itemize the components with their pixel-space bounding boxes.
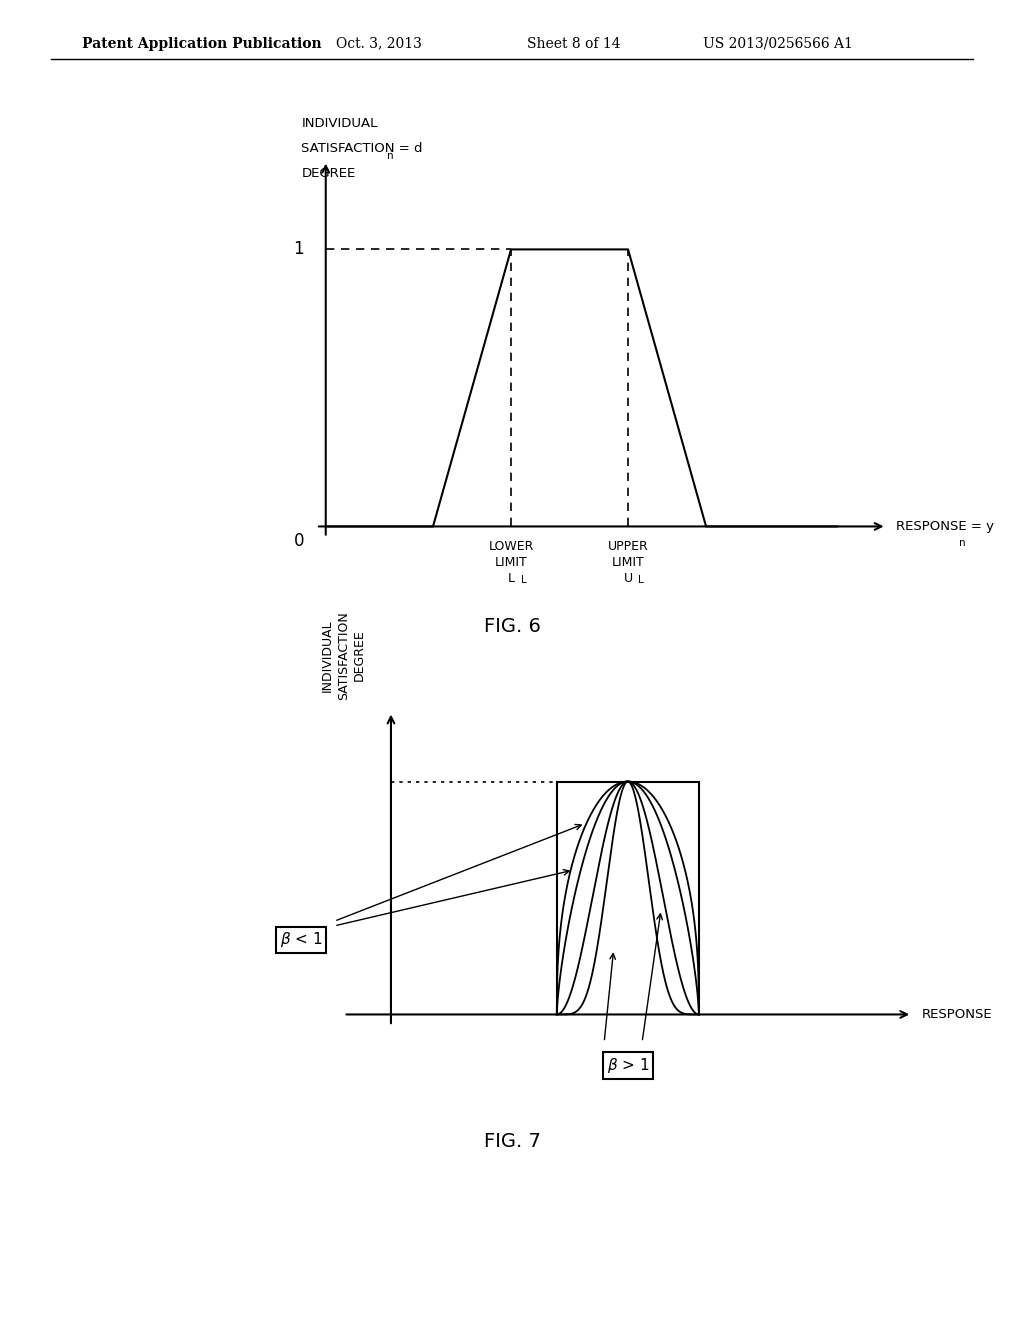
Text: INDIVIDUAL
SATISFACTION
DEGREE: INDIVIDUAL SATISFACTION DEGREE [322, 611, 366, 700]
Text: DEGREE: DEGREE [301, 168, 355, 180]
Text: $\beta$ < 1: $\beta$ < 1 [280, 931, 323, 949]
Text: US 2013/0256566 A1: US 2013/0256566 A1 [703, 37, 853, 50]
Text: UPPER
LIMIT
U: UPPER LIMIT U [607, 540, 648, 585]
Text: Patent Application Publication: Patent Application Publication [82, 37, 322, 50]
Text: Sheet 8 of 14: Sheet 8 of 14 [526, 37, 621, 50]
Text: FIG. 6: FIG. 6 [483, 618, 541, 636]
Text: n: n [958, 539, 966, 548]
Text: L: L [638, 576, 643, 585]
Text: 1: 1 [294, 240, 304, 259]
Text: RESPONSE = y: RESPONSE = y [896, 520, 994, 533]
Text: L: L [521, 576, 526, 585]
Text: SATISFACTION = d: SATISFACTION = d [301, 143, 423, 156]
Text: 0: 0 [294, 532, 304, 550]
Text: FIG. 7: FIG. 7 [483, 1133, 541, 1151]
Text: INDIVIDUAL: INDIVIDUAL [301, 117, 378, 131]
Text: n: n [387, 150, 393, 161]
Text: $\beta$ > 1: $\beta$ > 1 [606, 1056, 649, 1076]
Text: LOWER
LIMIT
L: LOWER LIMIT L [488, 540, 534, 585]
Text: RESPONSE: RESPONSE [922, 1008, 992, 1020]
Text: Oct. 3, 2013: Oct. 3, 2013 [336, 37, 422, 50]
